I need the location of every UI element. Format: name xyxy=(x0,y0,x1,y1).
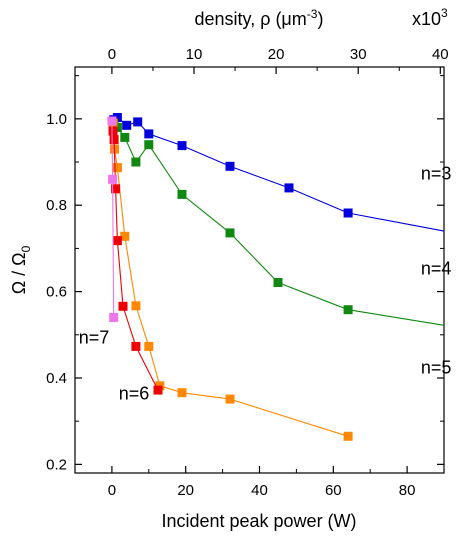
data-point xyxy=(343,208,353,218)
y-tick-label: 0.8 xyxy=(46,197,67,214)
x-axis-label: Incident peak power (W) xyxy=(161,511,356,531)
data-point xyxy=(122,120,132,130)
top-tick-label: 20 xyxy=(268,46,285,63)
data-point xyxy=(144,341,154,351)
x-tick-label: 60 xyxy=(325,482,342,499)
data-point xyxy=(131,341,141,351)
series-label: n=3 xyxy=(421,163,452,183)
data-point xyxy=(118,301,128,311)
data-point xyxy=(177,189,187,199)
y-axis-label: Ω / Ω0 xyxy=(9,245,33,294)
top-tick-label: 30 xyxy=(350,46,367,63)
data-point xyxy=(112,113,122,122)
data-point xyxy=(133,117,143,127)
y-axis-label-subscript: 0 xyxy=(19,245,33,252)
data-point xyxy=(108,126,118,136)
top-tick-label: 0 xyxy=(108,46,116,63)
data-point xyxy=(284,183,294,193)
data-point xyxy=(273,278,283,287)
data-point xyxy=(144,129,154,139)
series-label: n=7 xyxy=(79,327,110,347)
top-axis-label-suffix: ) xyxy=(317,9,323,29)
data-point xyxy=(108,174,118,184)
data-point xyxy=(120,132,130,142)
data-point xyxy=(225,161,235,171)
data-point xyxy=(177,388,187,398)
data-point xyxy=(225,228,235,238)
y-tick-label: 0.4 xyxy=(46,370,67,387)
y-tick-label: 1.0 xyxy=(46,111,67,128)
series-layer: n=3 n=4 n=5 n=6 n=7 xyxy=(79,113,452,441)
y-axis-label-text: Ω / Ω0 xyxy=(9,245,33,294)
data-point xyxy=(120,231,130,241)
data-point xyxy=(112,163,122,173)
axis-layer: 0 20 40 60 80 0 10 20 30 40 0.2 0.4 0.6 0.8 1.0 xyxy=(46,46,449,499)
data-point xyxy=(343,305,353,315)
top-axis-label-exponent: -3 xyxy=(307,7,318,21)
data-point xyxy=(343,431,353,441)
top-axis-multiplier-exponent: 3 xyxy=(441,6,448,20)
y-tick-label: 0.2 xyxy=(46,456,67,473)
data-point xyxy=(112,236,122,246)
series-label: n=6 xyxy=(119,384,150,404)
x-tick-label: 0 xyxy=(108,482,116,499)
data-point xyxy=(109,313,119,322)
top-axis-label: density, ρ (μm-3) xyxy=(195,7,324,29)
series-line xyxy=(113,122,445,326)
series-n=3 xyxy=(109,113,445,232)
data-point xyxy=(107,116,117,126)
x-tick-label: 40 xyxy=(251,482,268,499)
y-tick-label: 0.6 xyxy=(46,284,67,301)
top-axis-multiplier-base: x10 xyxy=(412,9,441,29)
x-tick-label: 80 xyxy=(399,482,416,499)
series-label: n=5 xyxy=(421,358,452,378)
top-axis-multiplier: x103 xyxy=(412,6,448,29)
top-axis-label-prefix: density, ρ (μm xyxy=(195,9,307,29)
data-point xyxy=(131,157,141,167)
top-tick-label: 10 xyxy=(186,46,203,63)
data-point xyxy=(111,184,121,194)
series-n=6 xyxy=(108,126,163,395)
y-axis-label-main: Ω / Ω xyxy=(9,252,29,294)
x-tick-label: 20 xyxy=(177,482,194,499)
data-point xyxy=(225,394,235,404)
data-point xyxy=(144,140,154,150)
data-point xyxy=(131,301,141,311)
series-line xyxy=(113,116,445,232)
data-point xyxy=(109,135,119,145)
series-line xyxy=(112,123,349,437)
data-point xyxy=(153,385,163,395)
series-label: n=4 xyxy=(421,258,452,278)
top-tick-label: 40 xyxy=(432,46,449,63)
data-point xyxy=(177,141,187,151)
series-n=7 xyxy=(107,116,119,322)
